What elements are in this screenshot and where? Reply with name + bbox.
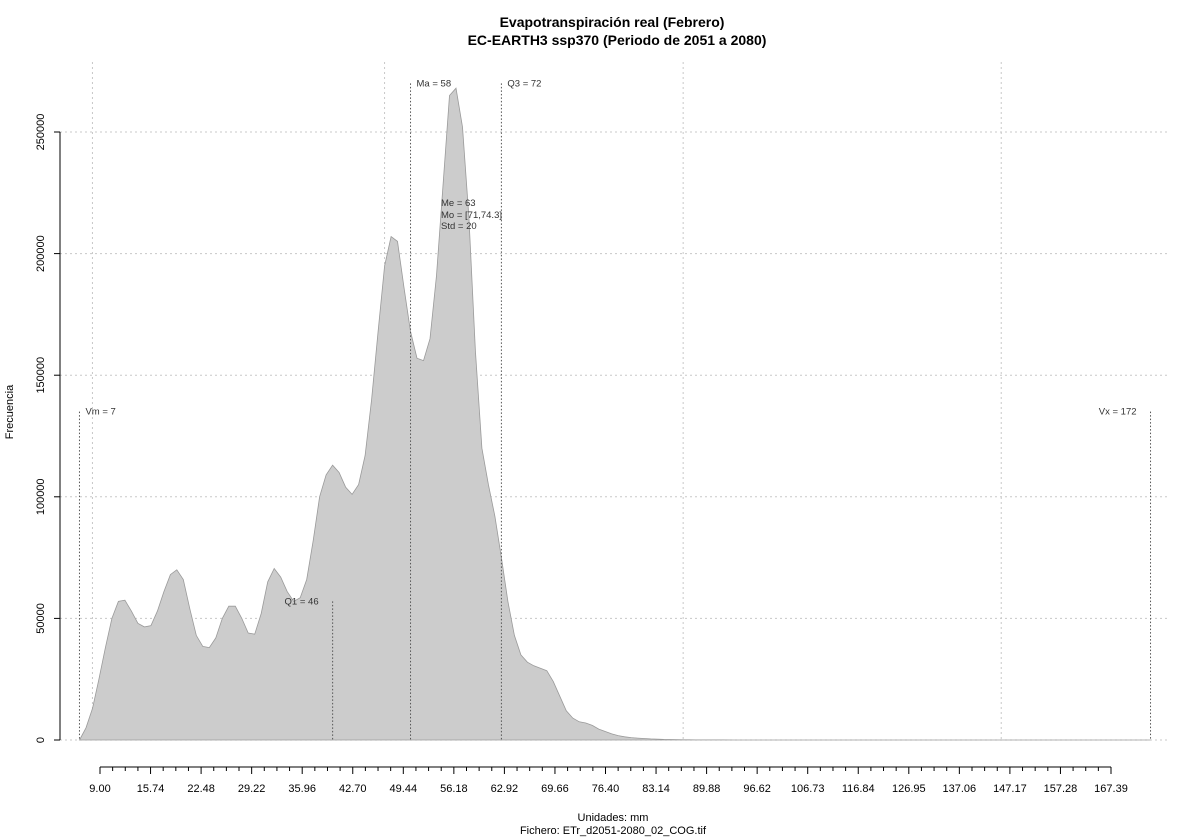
source-file-label: Fichero: ETr_d2051-2080_02_COG.tif xyxy=(520,825,707,837)
y-tick-label: 250000 xyxy=(35,114,47,151)
x-tick-label: 157.28 xyxy=(1044,783,1078,795)
stat-marker-label: Vx = 172 xyxy=(1099,407,1137,418)
density-fill xyxy=(78,87,1151,741)
y-tick-label: 0 xyxy=(35,737,47,743)
stat-marker-label: Vm = 7 xyxy=(85,407,115,418)
x-tick-label: 89.88 xyxy=(693,783,721,795)
x-tick-label: 116.84 xyxy=(842,783,875,795)
stat-marker-label: Ma = 58 xyxy=(417,78,452,89)
x-tick-label: 56.18 xyxy=(440,783,468,795)
stat-marker-label: Q3 = 72 xyxy=(507,78,541,89)
x-tick-label: 76.40 xyxy=(592,783,620,795)
stat-marker-label: Q1 = 46 xyxy=(285,596,319,607)
y-tick-label: 100000 xyxy=(35,478,47,515)
x-tick-label: 49.44 xyxy=(390,783,418,795)
density-area xyxy=(78,87,1151,741)
chart-subtitle: EC-EARTH3 ssp370 (Periodo de 2051 a 2080… xyxy=(468,32,767,48)
chart-title: Evapotranspiración real (Febrero) xyxy=(500,14,725,30)
x-axis-title: Unidades: mm xyxy=(578,812,649,824)
stat-std-label: Std = 20 xyxy=(441,221,477,232)
x-tick-label: 42.70 xyxy=(339,783,367,795)
x-tick-label: 126.95 xyxy=(892,783,926,795)
stat-me-label: Me = 63 xyxy=(441,198,476,209)
y-tick-label: 50000 xyxy=(35,603,47,634)
x-tick-label: 62.92 xyxy=(491,783,519,795)
y-tick-label: 150000 xyxy=(35,357,47,394)
x-tick-label: 9.00 xyxy=(89,783,110,795)
x-tick-label: 69.66 xyxy=(541,783,569,795)
x-tick-label: 22.48 xyxy=(187,783,215,795)
axes: 0 50000 100000 150000 200000 250000 9.00 15.74 2… xyxy=(35,114,1128,795)
stat-markers: Vm = 7 Q1 = 46 Ma = 58 Q3 = 72 Vx = 172 xyxy=(78,78,1152,740)
x-tick-label: 106.73 xyxy=(791,783,825,795)
y-axis-title: Frecuencia xyxy=(4,384,16,439)
stat-mo-label: Mo = [71,74.3] xyxy=(441,210,502,221)
y-tick-label: 200000 xyxy=(35,235,47,272)
x-tick-label: 29.22 xyxy=(238,783,266,795)
x-tick-label: 96.62 xyxy=(743,783,771,795)
x-tick-label: 83.14 xyxy=(642,783,670,795)
x-tick-label: 15.74 xyxy=(137,783,165,795)
x-tick-label: 137.06 xyxy=(943,783,977,795)
x-tick-label: 147.17 xyxy=(993,783,1027,795)
x-tick-label: 167.39 xyxy=(1094,783,1128,795)
x-tick-label: 35.96 xyxy=(288,783,316,795)
